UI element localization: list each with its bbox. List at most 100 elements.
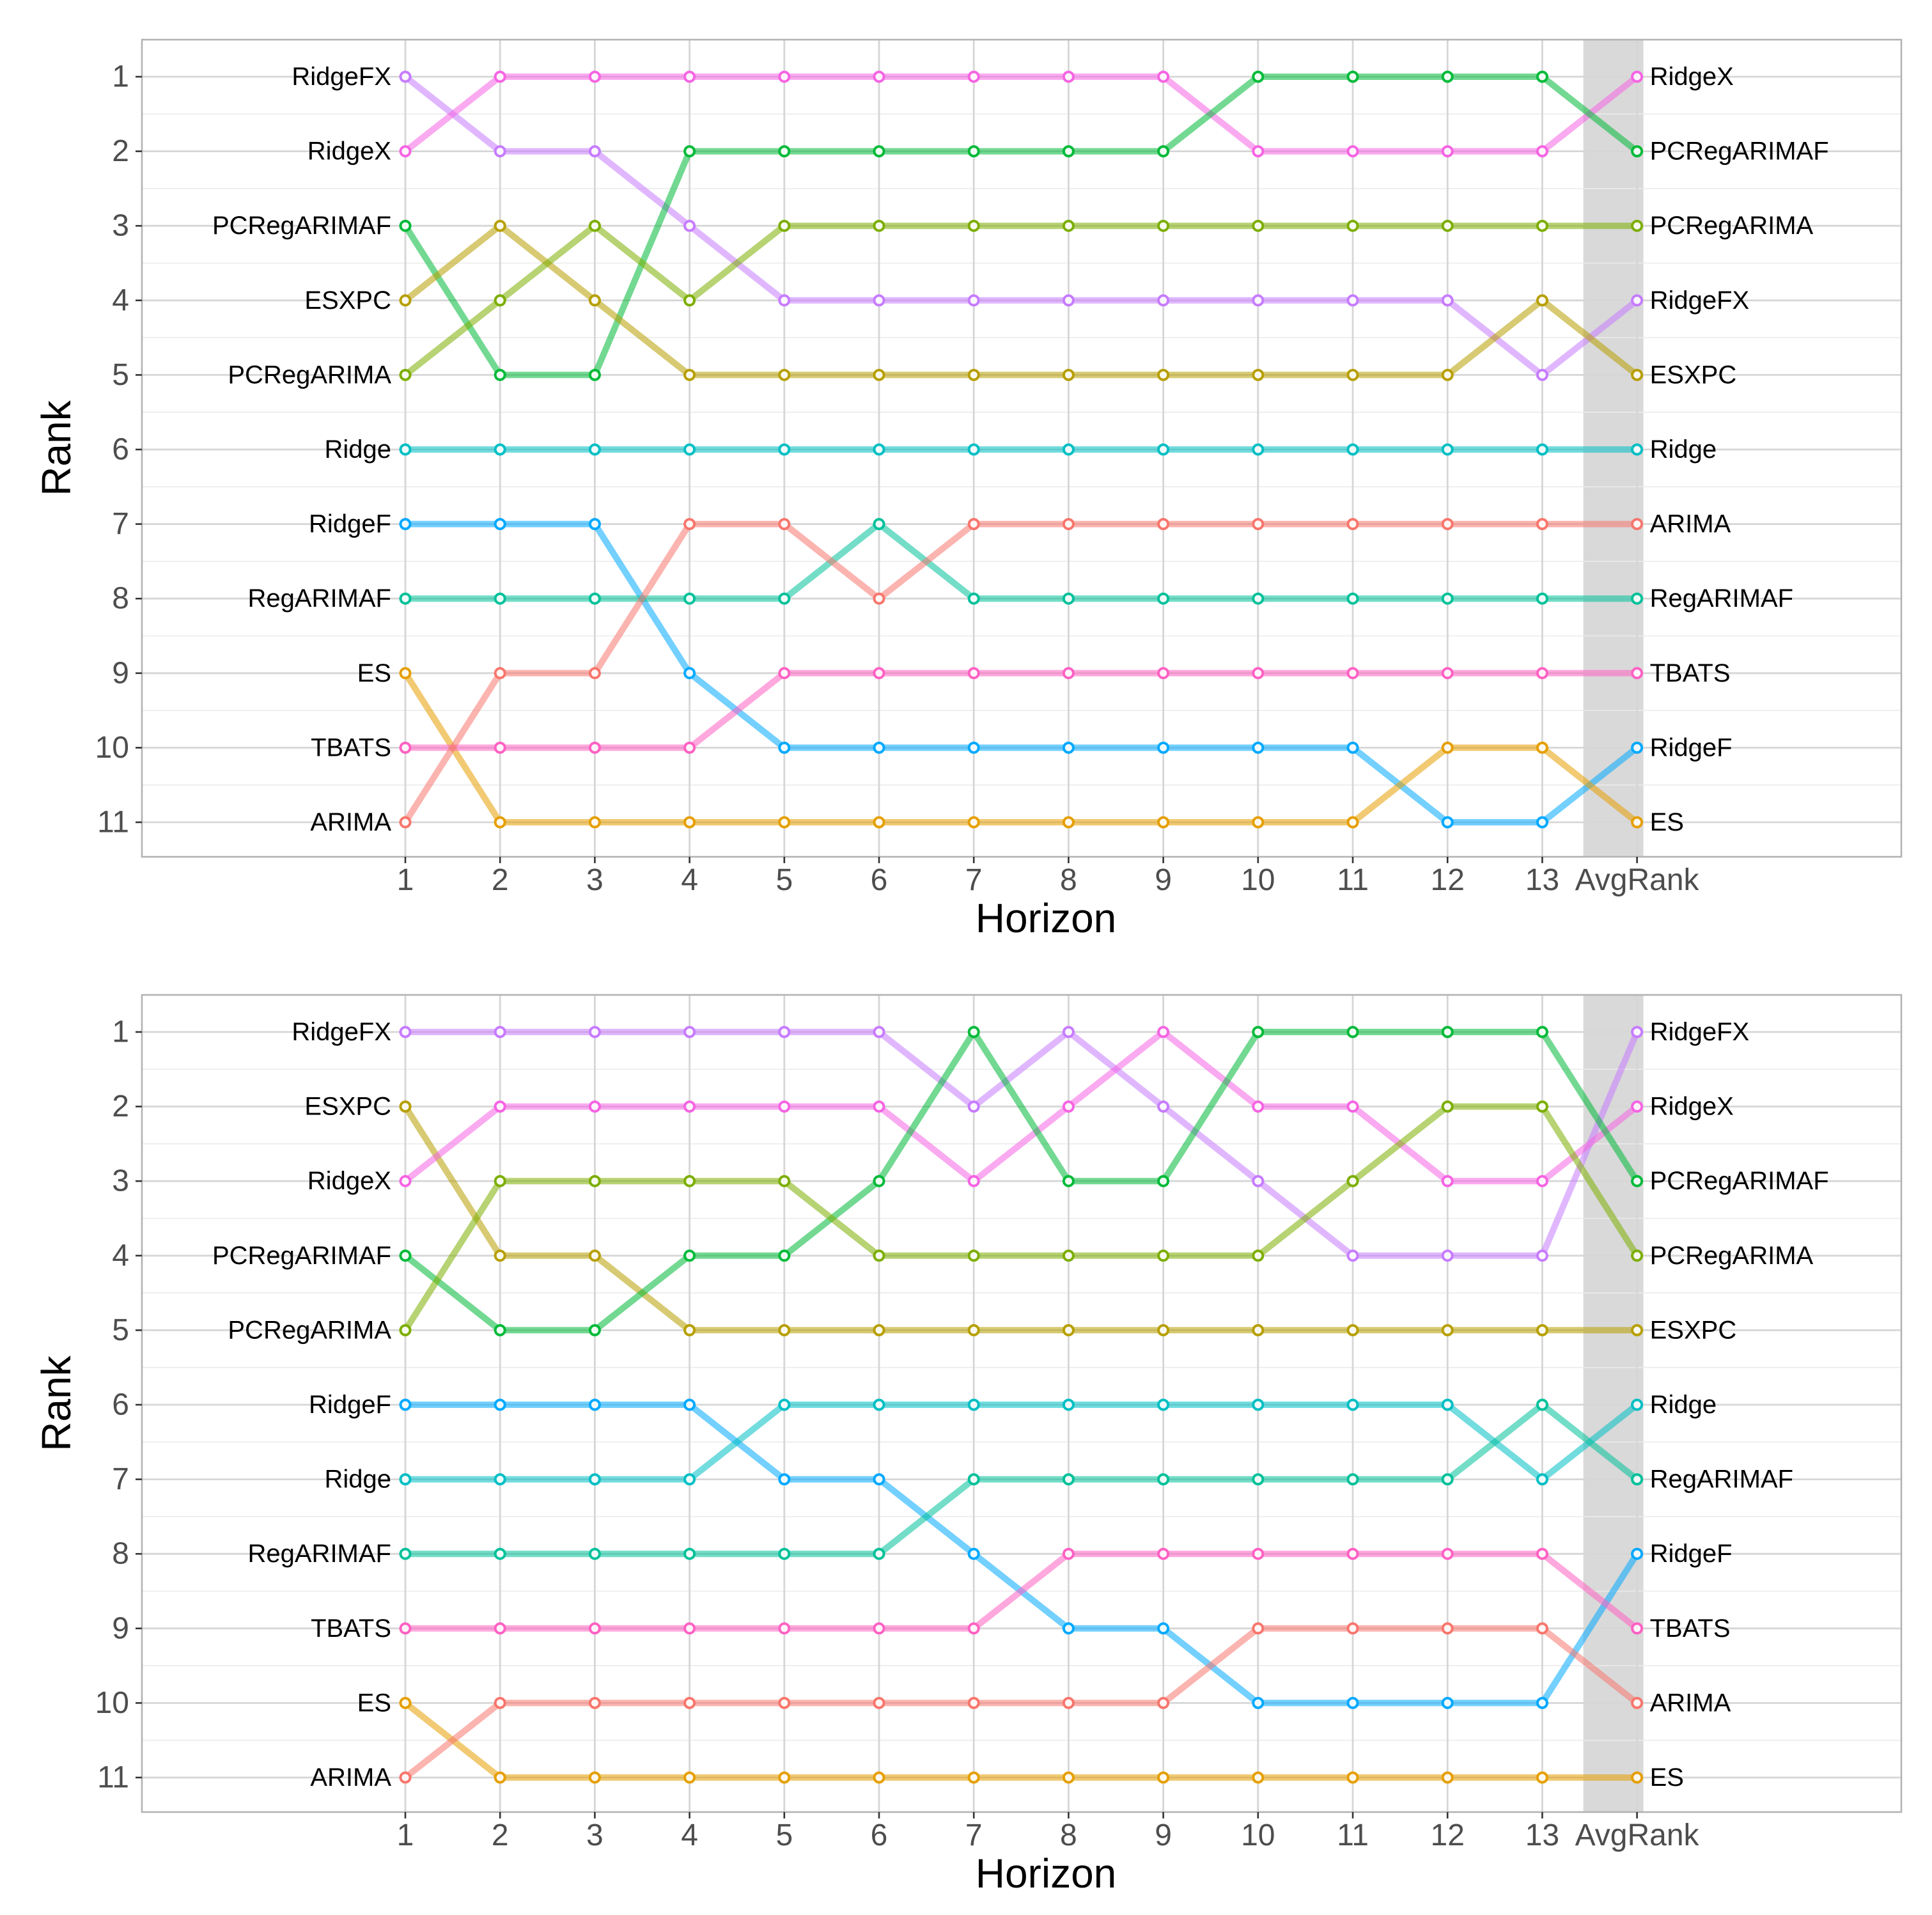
start-label-RidgeF: RidgeF: [309, 1391, 391, 1419]
data-point-RegARIMAF: [588, 1547, 601, 1560]
data-point-Ridge: [494, 1473, 506, 1486]
data-point-PCRegARIMA: [494, 294, 506, 307]
data-point-Ridge: [1536, 443, 1548, 456]
end-label-Ridge: Ridge: [1650, 1391, 1717, 1419]
data-point-PCRegARIMA: [778, 1175, 791, 1187]
data-point-PCRegARIMA: [1536, 1100, 1548, 1113]
y-tick-label: 4: [112, 1239, 129, 1272]
data-point-PCRegARIMAF: [1346, 70, 1359, 83]
x-tick-label: 13: [1525, 1818, 1559, 1852]
data-point-ESXPC: [1536, 294, 1548, 307]
data-point-RegARIMAF: [1631, 1473, 1644, 1486]
data-point-TBATS: [778, 1622, 791, 1635]
data-point-TBATS: [967, 1622, 980, 1635]
data-point-RidgeFX: [967, 1100, 980, 1113]
start-label-RegARIMAF: RegARIMAF: [248, 584, 392, 613]
data-point-PCRegARIMA: [588, 1175, 601, 1187]
data-point-ESXPC: [399, 294, 412, 307]
data-point-ESXPC: [1631, 1324, 1644, 1336]
data-point-Ridge: [1062, 443, 1075, 456]
y-tick-label: 9: [112, 1611, 129, 1645]
data-point-ESXPC: [873, 1324, 885, 1336]
data-point-ARIMA: [967, 518, 980, 531]
x-tick-label: 3: [586, 863, 604, 897]
data-point-ARIMA: [1441, 1622, 1454, 1635]
data-point-ESXPC: [873, 368, 885, 381]
series-line-ES: [402, 669, 1640, 825]
end-label-RegARIMAF: RegARIMAF: [1650, 1466, 1794, 1494]
end-label-TBATS: TBATS: [1650, 659, 1731, 687]
data-point-RidgeX: [873, 70, 885, 83]
data-point-TBATS: [1346, 667, 1359, 680]
data-point-RidgeX: [1536, 145, 1548, 158]
data-point-RidgeFX: [1631, 294, 1644, 307]
data-point-ESXPC: [1062, 1324, 1075, 1336]
data-point-PCRegARIMA: [683, 1175, 696, 1187]
data-point-RegARIMAF: [1252, 1473, 1265, 1486]
y-tick-label: 8: [112, 1537, 129, 1571]
data-point-RidgeX: [1062, 70, 1075, 83]
data-point-RidgeFX: [1062, 294, 1075, 307]
data-point-ESXPC: [1157, 368, 1170, 381]
data-point-RegARIMAF: [778, 592, 791, 605]
data-point-Ridge: [1062, 1398, 1075, 1411]
data-point-RidgeX: [967, 70, 980, 83]
data-point-Ridge: [1252, 1398, 1265, 1411]
series-line-RidgeX: [402, 1029, 1640, 1185]
data-point-RidgeF: [1441, 816, 1454, 829]
data-point-PCRegARIMAF: [399, 1249, 412, 1262]
data-point-RidgeF: [1346, 741, 1359, 754]
data-point-TBATS: [494, 1622, 506, 1635]
data-point-PCRegARIMA: [399, 1324, 412, 1336]
data-point-RidgeFX: [588, 145, 601, 158]
data-point-PCRegARIMAF: [1441, 1026, 1454, 1038]
start-label-PCRegARIMAF: PCRegARIMAF: [212, 1242, 391, 1270]
end-label-ES: ES: [1650, 808, 1684, 836]
data-point-TBATS: [1441, 1547, 1454, 1560]
data-point-PCRegARIMA: [1157, 219, 1170, 232]
data-point-PCRegARIMAF: [494, 368, 506, 381]
data-point-TBATS: [1062, 667, 1075, 680]
data-point-ESXPC: [1346, 368, 1359, 381]
x-tick-label: 2: [492, 863, 509, 897]
x-tick-label: 2: [492, 1818, 509, 1852]
data-point-PCRegARIMA: [967, 219, 980, 232]
data-point-RidgeFX: [494, 145, 506, 158]
data-point-ESXPC: [683, 368, 696, 381]
data-point-RegARIMAF: [494, 592, 506, 605]
data-point-ESXPC: [778, 1324, 791, 1336]
series-line-PCRegARIMA: [402, 223, 1640, 379]
data-point-RegARIMAF: [494, 1547, 506, 1560]
data-point-ESXPC: [778, 368, 791, 381]
data-point-TBATS: [1441, 667, 1454, 680]
data-point-RidgeF: [967, 741, 980, 754]
end-label-ES: ES: [1650, 1763, 1684, 1792]
x-tick-label: 12: [1431, 1818, 1465, 1852]
x-tick-label: 7: [965, 1818, 983, 1852]
data-point-RidgeX: [1346, 1100, 1359, 1113]
series-line-RegARIMAF: [402, 520, 1640, 602]
data-point-Ridge: [1536, 1473, 1548, 1486]
data-point-ARIMA: [1346, 518, 1359, 531]
data-point-ARIMA: [1252, 1622, 1265, 1635]
data-point-TBATS: [1252, 1547, 1265, 1560]
panel-border: [141, 994, 1903, 1813]
data-point-PCRegARIMAF: [683, 145, 696, 158]
data-point-ES: [588, 816, 601, 829]
data-point-PCRegARIMAF: [588, 1324, 601, 1336]
data-point-TBATS: [1157, 1547, 1170, 1560]
data-point-RidgeF: [1536, 1696, 1548, 1709]
start-label-ESXPC: ESXPC: [304, 1093, 391, 1121]
data-point-RidgeF: [1252, 1696, 1265, 1709]
data-point-RidgeFX: [1536, 1249, 1548, 1262]
data-point-ES: [1157, 816, 1170, 829]
data-point-RidgeX: [1631, 1100, 1644, 1113]
data-point-ESXPC: [1157, 1324, 1170, 1336]
end-label-PCRegARIMAF: PCRegARIMAF: [1650, 137, 1829, 166]
data-point-ARIMA: [967, 1696, 980, 1709]
data-point-PCRegARIMA: [1062, 1249, 1075, 1262]
data-point-RidgeFX: [399, 70, 412, 83]
data-point-RidgeFX: [588, 1026, 601, 1038]
data-point-PCRegARIMA: [1252, 1249, 1265, 1262]
series-line-TBATS: [402, 1551, 1640, 1632]
